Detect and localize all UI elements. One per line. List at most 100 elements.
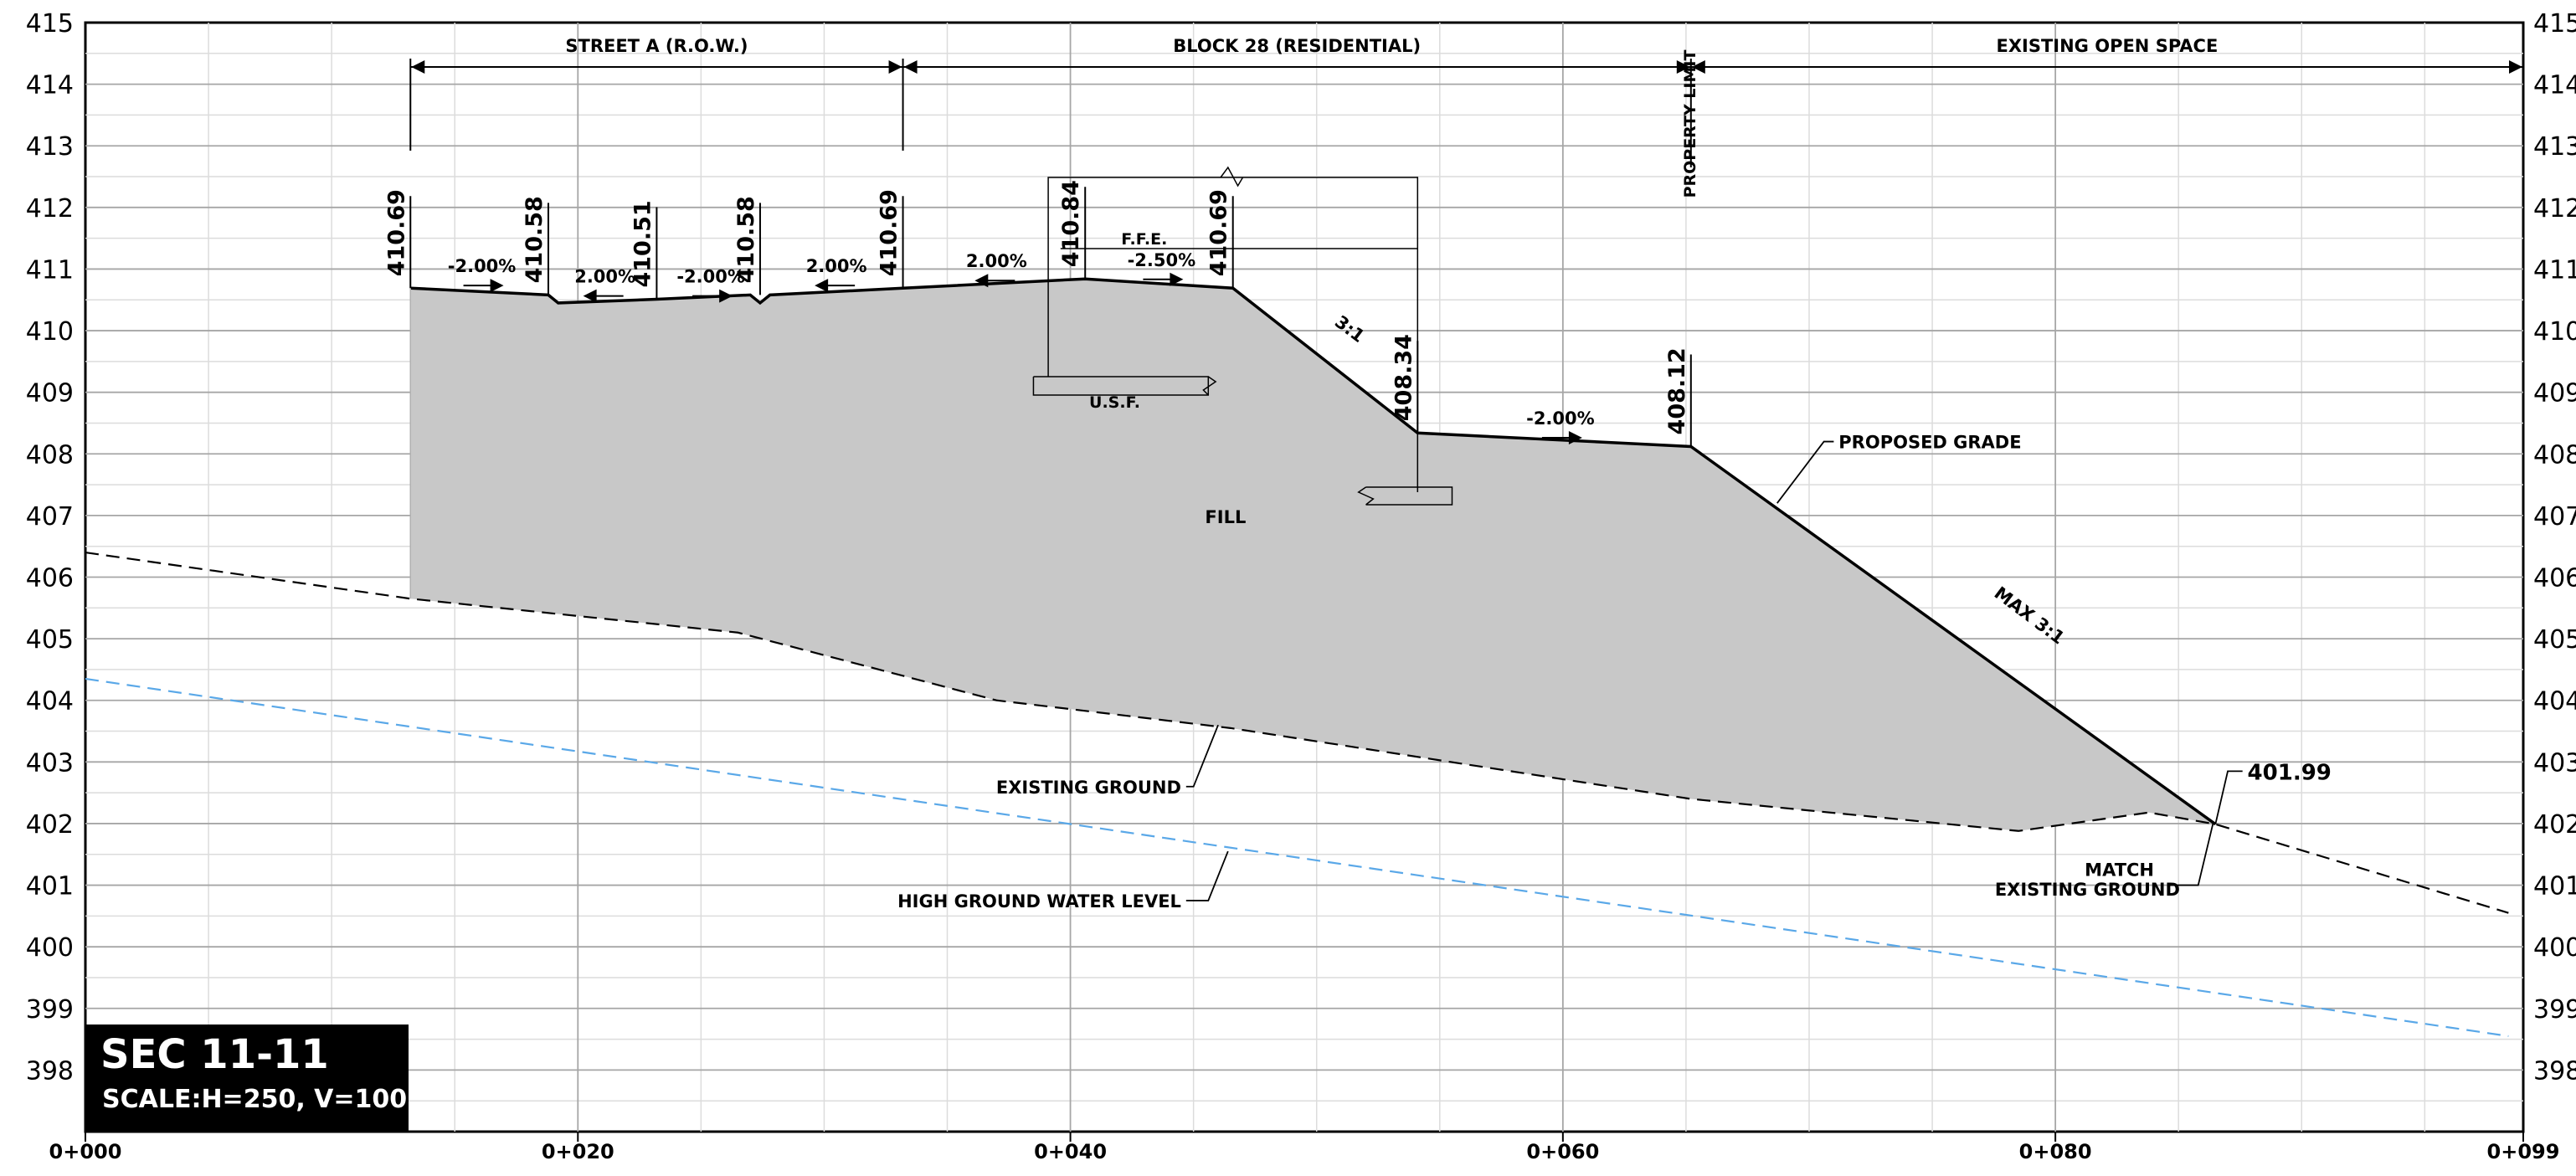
y-axis-label-left: 409 <box>26 379 74 408</box>
ffe-label: F.F.E. <box>1121 230 1167 249</box>
x-axis-label: 0+060 <box>1526 1140 1599 1163</box>
slope-arrow-head <box>583 289 597 303</box>
match-leader <box>2168 823 2214 886</box>
y-axis-label-right: 406 <box>2533 564 2576 593</box>
zone-arrow-left <box>1691 60 1705 74</box>
y-axis-label-right: 400 <box>2533 933 2576 963</box>
y-axis-label-right: 401 <box>2533 872 2576 901</box>
existing-ground-label: EXISTING GROUND <box>996 778 1181 798</box>
zone-arrow-right <box>1676 60 1690 74</box>
slope-label: -2.00% <box>1526 408 1595 429</box>
groundwater-line <box>85 677 2509 1037</box>
x-axis-label: 0+040 <box>1034 1140 1107 1163</box>
zone-label: STREET A (R.O.W.) <box>565 36 748 56</box>
break-line <box>1220 166 1244 187</box>
slope-arrow-head <box>974 274 989 288</box>
y-axis-label-left: 403 <box>26 748 74 778</box>
slope-arrow-head <box>1568 430 1582 444</box>
title-block: SEC 11-11 SCALE:H=250, V=100 <box>85 1025 409 1132</box>
zone-arrow-left <box>903 60 918 74</box>
x-axis-label: 0+000 <box>49 1140 122 1163</box>
y-axis-label-right: 412 <box>2533 194 2576 223</box>
slope-label: -2.50% <box>1128 250 1196 270</box>
section-scale: SCALE:H=250, V=100 <box>102 1085 408 1114</box>
y-axis-label-left: 404 <box>26 687 74 716</box>
y-axis-label-left: 398 <box>26 1056 74 1086</box>
y-axis-label-right: 403 <box>2533 748 2576 778</box>
slope-label: 2.00% <box>966 251 1027 271</box>
y-axis-label-right: 415 <box>2533 9 2576 39</box>
x-axis-label: 0+099 <box>2487 1140 2560 1163</box>
zone-arrow-right <box>888 60 902 74</box>
match-value-leader <box>2214 770 2243 824</box>
y-axis-label-right: 409 <box>2533 379 2576 408</box>
y-axis-label-right: 402 <box>2533 810 2576 840</box>
existing-ground-line <box>85 551 2509 914</box>
y-axis-label-left: 413 <box>26 132 74 162</box>
y-axis-label-left: 415 <box>26 9 74 39</box>
section-title: SEC 11-11 <box>100 1031 329 1078</box>
match-label-line1: MATCH <box>2085 860 2154 881</box>
zone-arrow-right <box>2509 60 2522 74</box>
y-axis-label-left: 399 <box>26 995 74 1025</box>
fill-area <box>410 279 2216 831</box>
proposed-grade-leader <box>1776 440 1834 504</box>
y-axis-label-left: 405 <box>26 625 74 655</box>
y-axis-label-right: 404 <box>2533 687 2576 716</box>
usf-label: U.S.F. <box>1089 393 1140 412</box>
zone-arrow-left <box>411 60 425 74</box>
slope-arrow-head <box>490 279 504 293</box>
fill-label: FILL <box>1205 507 1246 527</box>
y-axis-label-right: 398 <box>2533 1056 2576 1086</box>
zone-label: BLOCK 28 (RESIDENTIAL) <box>1173 36 1421 56</box>
y-axis-label-left: 414 <box>26 71 74 100</box>
proposed-grade-label: PROPOSED GRADE <box>1838 433 2021 453</box>
y-axis-label-right: 414 <box>2533 71 2576 100</box>
elevation-label: 410.51 <box>630 200 656 287</box>
zone-label: EXISTING OPEN SPACE <box>1996 36 2218 56</box>
y-axis-label-right: 411 <box>2533 255 2576 285</box>
y-axis-label-left: 411 <box>26 255 74 285</box>
y-axis-label-right: 408 <box>2533 440 2576 470</box>
elevation-label: 410.58 <box>522 196 548 283</box>
y-axis-label-left: 400 <box>26 933 74 963</box>
footing-break <box>1357 486 1375 506</box>
x-axis-label: 0+020 <box>542 1140 614 1163</box>
elevation-label: 410.69 <box>877 189 902 276</box>
match-label-line2: EXISTING GROUND <box>1995 880 2180 900</box>
elevation-label: 410.69 <box>383 189 409 276</box>
slope-label: 2.00% <box>574 267 635 287</box>
match-elevation-label: 401.99 <box>2248 760 2332 785</box>
elevation-label: 410.84 <box>1058 180 1084 267</box>
x-axis-label: 0+080 <box>2019 1140 2092 1163</box>
y-axis-label-right: 407 <box>2533 502 2576 532</box>
y-axis-label-left: 408 <box>26 440 74 470</box>
property-limit-label: PROPERTY LIMIT <box>1681 50 1699 198</box>
y-axis-label-left: 401 <box>26 872 74 901</box>
usf-break <box>1202 376 1217 396</box>
y-axis-label-left: 412 <box>26 194 74 223</box>
slope-label: -2.00% <box>448 256 517 276</box>
slope-label: -2.00% <box>676 267 745 287</box>
y-axis-label-right: 405 <box>2533 625 2576 655</box>
y-axis-label-left: 407 <box>26 502 74 532</box>
y-axis-label-left: 402 <box>26 810 74 840</box>
hgwl-leader <box>1185 850 1229 901</box>
elevation-label: 408.12 <box>1664 347 1690 434</box>
slope-label: 2.00% <box>806 256 867 276</box>
slope-arrow-head <box>719 289 733 303</box>
y-axis-label-right: 399 <box>2533 995 2576 1025</box>
slope-arrow-head <box>815 279 829 293</box>
hgwl-label: HIGH GROUND WATER LEVEL <box>897 891 1181 912</box>
elevation-label: 410.69 <box>1206 189 1232 276</box>
slope-arrow-head <box>1170 272 1184 286</box>
existing-ground-leader <box>1185 724 1219 788</box>
y-axis-label-right: 410 <box>2533 317 2576 347</box>
elevation-label: 410.58 <box>733 196 759 283</box>
elevation-label: 408.34 <box>1391 334 1417 421</box>
footing-right <box>1365 486 1453 506</box>
y-axis-label-left: 406 <box>26 564 74 593</box>
y-axis-label-right: 413 <box>2533 132 2576 162</box>
y-axis-label-left: 410 <box>26 317 74 347</box>
